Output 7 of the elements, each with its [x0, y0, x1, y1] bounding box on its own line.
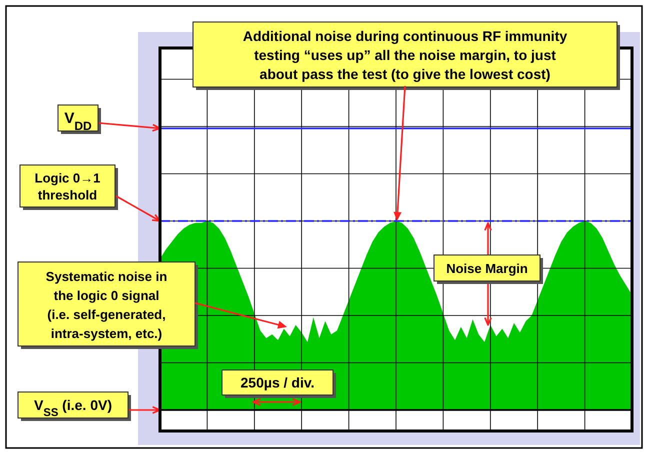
ref-line-label: V$_{SS}$ (i.e. 0V)	[34, 397, 112, 420]
annotation: Noise Margin	[446, 261, 528, 276]
annotation: Systematic noise in the logic 0 signal (i.e. self-generated, intra-system, etc.)	[46, 268, 168, 341]
annotation: 250µs / div.	[240, 374, 314, 390]
ref-line-label: V$_{DD}$	[64, 110, 92, 134]
text: Additional noise during continuous RF immunity testing “uses up” all the noise margin, to just about pass the test (to give the lowest cost)	[242, 28, 568, 82]
ref-line-label: Logic 0→1 threshold	[34, 170, 100, 202]
